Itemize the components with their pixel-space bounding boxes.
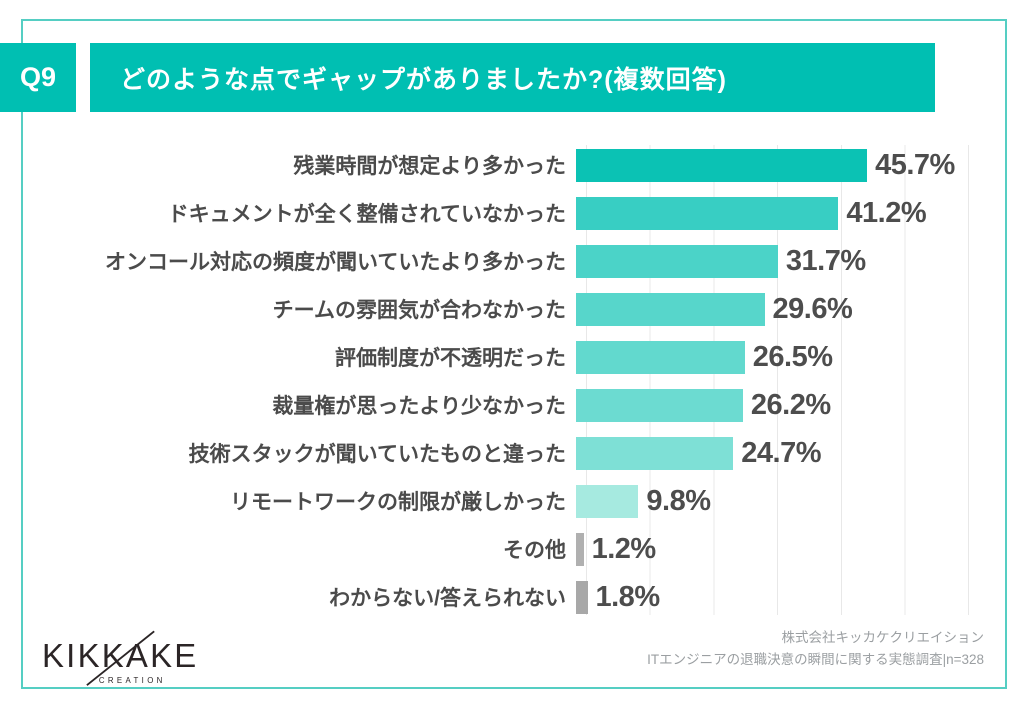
question-number-badge: Q9: [0, 43, 76, 112]
logo-wordmark: KIKKAKE: [42, 637, 198, 674]
logo-slash: [86, 630, 155, 686]
bar-track: 1.8%: [576, 573, 990, 621]
value-label: 9.8%: [646, 484, 711, 517]
source-survey: ITエンジニアの退職決意の瞬間に関する実態調査|n=328: [647, 652, 984, 668]
category-label: その他: [503, 539, 566, 562]
category-label: チームの雰囲気が合わなかった: [272, 299, 566, 322]
bar: [576, 340, 745, 374]
value-label: 31.7%: [785, 244, 866, 277]
chart-row: わからない/答えられない 1.8%: [20, 573, 1004, 621]
bar: [576, 244, 778, 278]
bar: [576, 484, 639, 518]
value-label: 24.7%: [741, 436, 822, 469]
category-label: オンコール対応の頻度が聞いていたより多かった: [105, 251, 566, 274]
bar-track: 41.2%: [576, 189, 990, 237]
kikkake-logo-graphic: KIKKAKE CREATION: [42, 630, 198, 686]
value-label: 45.7%: [875, 148, 955, 181]
chart-row: チームの雰囲気が合わなかった 29.6%: [20, 285, 1004, 333]
value-label: 26.2%: [750, 388, 831, 421]
category-label: 評価制度が不透明だった: [335, 347, 566, 370]
value-label: 26.5%: [752, 340, 833, 373]
chart-row: 評価制度が不透明だった 26.5%: [20, 333, 1004, 381]
category-label: わからない/答えられない: [329, 587, 566, 610]
value-label: 29.6%: [772, 292, 853, 325]
value-label: 41.2%: [846, 196, 927, 229]
logo-subtext: CREATION: [99, 676, 166, 685]
category-label: ドキュメントが全く整備されていなかった: [167, 203, 566, 226]
bar: [576, 148, 868, 182]
chart-row: 裁量権が思ったより少なかった 26.2%: [20, 381, 1004, 429]
bar: [576, 532, 584, 566]
bar-track: 24.7%: [576, 429, 990, 477]
bar-track: 26.5%: [576, 333, 990, 381]
category-label: リモートワークの制限が厳しかった: [230, 491, 566, 514]
question-number-label: Q9: [19, 62, 57, 92]
chart-row: 残業時間が想定より多かった 45.7%: [20, 141, 1004, 189]
question-title: どのような点でギャップがありましたか?(複数回答): [120, 65, 727, 94]
question-title-bar: どのような点でギャップがありましたか?(複数回答): [90, 43, 935, 112]
value-label: 1.2%: [591, 532, 657, 565]
bar-track: 1.2%: [576, 525, 990, 573]
value-label: 1.8%: [595, 580, 661, 613]
bar: [576, 580, 588, 614]
chart-row: リモートワークの制限が厳しかった 9.8%: [20, 477, 1004, 525]
bar: [576, 436, 734, 470]
chart-row: ドキュメントが全く整備されていなかった 41.2%: [20, 189, 1004, 237]
bar-track: 9.8%: [576, 477, 990, 525]
chart-row: 技術スタックが聞いていたものと違った 24.7%: [20, 429, 1004, 477]
bar: [576, 388, 743, 422]
bar-track: 29.6%: [576, 285, 990, 333]
bar: [576, 292, 765, 326]
bar-track: 45.7%: [576, 141, 990, 189]
category-label: 裁量権が思ったより少なかった: [272, 395, 566, 418]
chart-row: その他 1.2%: [20, 525, 1004, 573]
bar-track: 31.7%: [576, 237, 990, 285]
source-attribution: 株式会社キッカケクリエイション ITエンジニアの退職決意の瞬間に関する実態調査|…: [647, 627, 984, 672]
bar-track: 26.2%: [576, 381, 990, 429]
source-company: 株式会社キッカケクリエイション: [781, 630, 985, 645]
category-label: 技術スタックが聞いていたものと違った: [188, 443, 566, 466]
kikkake-logo: KIKKAKE CREATION: [42, 620, 214, 703]
bar-chart: 残業時間が想定より多かった 45.7% ドキュメントが全く整備されていなかった 41.…: [20, 141, 1004, 621]
chart-row: オンコール対応の頻度が聞いていたより多かった 31.7%: [20, 237, 1004, 285]
category-label: 残業時間が想定より多かった: [293, 155, 566, 178]
bar: [576, 196, 839, 230]
